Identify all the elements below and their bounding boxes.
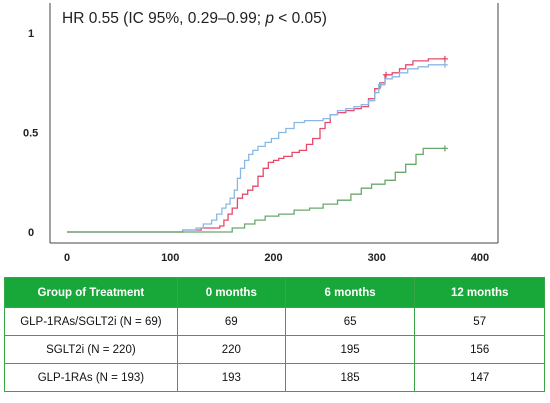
censor-mark <box>377 81 384 88</box>
table-header-row: Group of Treatment 0 months 6 months 12 … <box>4 277 545 308</box>
chart-axes <box>49 3 499 244</box>
chart-title: HR 0.55 (IC 95%, 0.29–0.99; p < 0.05) <box>62 10 327 27</box>
km-chart: 0 100 200 300 400 0 0.5 1 HR 0.55 (IC 95%, 0.29… <box>23 3 499 264</box>
header-12-months: 12 months <box>414 277 545 308</box>
x-tick-label: 100 <box>161 252 179 264</box>
cell-6-months: 195 <box>284 335 416 364</box>
x-tick-label: 200 <box>264 252 282 264</box>
header-6-months: 6 months <box>284 277 416 308</box>
header-0-months: 0 months <box>176 277 286 308</box>
cell-12-months: 57 <box>414 307 545 336</box>
series-line-2 <box>67 64 445 233</box>
table-row: SGLT2i (N = 220) 220 195 156 <box>4 335 545 364</box>
cell-0-months: 69 <box>176 307 286 336</box>
table-row: GLP-1RAs/SGLT2i (N = 69) 69 65 57 <box>4 307 545 336</box>
cell-0-months: 193 <box>176 363 286 392</box>
y-tick-label: 0 <box>28 227 34 239</box>
cell-0-months: 220 <box>176 335 286 364</box>
title-part-1: HR 0.55 (IC 95%, 0.29–0.99; <box>62 10 265 27</box>
censor-mark <box>441 61 448 68</box>
cell-6-months: 185 <box>284 363 416 392</box>
censor-mark <box>441 145 448 152</box>
row-group: SGLT2i (N = 220) <box>4 335 178 364</box>
chart-ticks: 0 100 200 300 400 0 0.5 1 <box>23 28 489 264</box>
cell-6-months: 65 <box>284 307 416 336</box>
title-part-3: < 0.05) <box>274 10 327 27</box>
row-group: GLP-1RAs/SGLT2i (N = 69) <box>4 307 178 336</box>
censor-mark <box>441 55 448 62</box>
header-group: Group of Treatment <box>4 277 178 308</box>
x-tick-label: 400 <box>471 252 489 264</box>
number-at-risk-table: Group of Treatment 0 months 6 months 12 … <box>4 277 545 392</box>
title-part-p: p <box>264 10 274 27</box>
table-row: GLP-1RAs (N = 193) 193 185 147 <box>4 363 545 392</box>
y-tick-label: 1 <box>28 28 34 40</box>
censor-mark <box>383 71 390 78</box>
cell-12-months: 156 <box>414 335 545 364</box>
cell-12-months: 147 <box>414 363 545 392</box>
y-tick-label: 0.5 <box>23 128 38 140</box>
row-group: GLP-1RAs (N = 193) <box>4 363 178 392</box>
x-tick-label: 300 <box>368 252 386 264</box>
x-tick-label: 0 <box>64 252 70 264</box>
series-line-3 <box>67 147 445 233</box>
series-line-1 <box>67 58 445 233</box>
chart-series <box>67 55 448 233</box>
